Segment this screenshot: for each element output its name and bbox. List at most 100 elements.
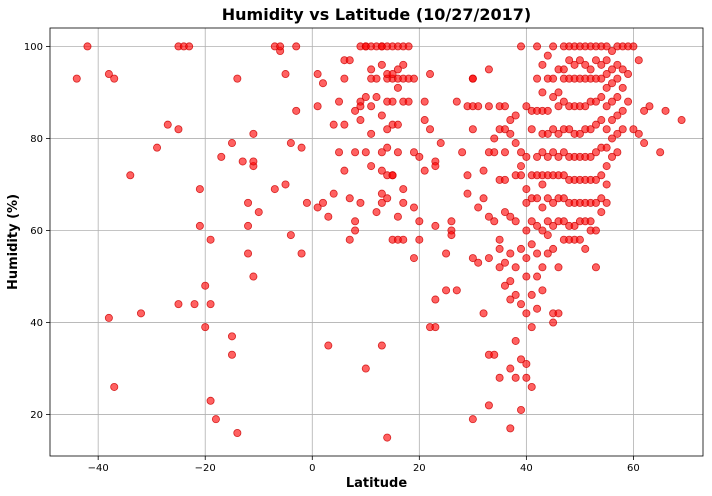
data-point — [538, 263, 547, 272]
data-point — [254, 208, 263, 217]
data-point — [468, 254, 477, 263]
data-point — [484, 102, 493, 111]
data-point — [351, 217, 360, 226]
data-point — [597, 171, 606, 180]
data-point — [393, 65, 402, 74]
data-point — [377, 60, 386, 69]
data-point — [602, 180, 611, 189]
data-point — [351, 148, 360, 157]
data-point — [543, 51, 552, 60]
x-axis-title: Latitude — [346, 476, 408, 491]
data-point — [409, 254, 418, 263]
data-point — [602, 162, 611, 171]
data-point — [351, 226, 360, 235]
data-point — [195, 185, 204, 194]
data-point — [554, 129, 563, 138]
data-point — [233, 428, 242, 437]
data-point — [608, 152, 617, 161]
y-tick-label: 80 — [30, 134, 43, 145]
data-point — [206, 300, 215, 309]
chart-title: Humidity vs Latitude (10/27/2017) — [222, 5, 531, 24]
data-point — [345, 194, 354, 203]
data-point — [565, 56, 574, 65]
data-point — [233, 74, 242, 83]
data-point — [543, 217, 552, 226]
data-point — [645, 102, 654, 111]
data-point — [565, 125, 574, 134]
data-point — [206, 235, 215, 244]
data-point — [602, 42, 611, 51]
data-point — [227, 350, 236, 359]
data-point — [613, 148, 622, 157]
data-point — [302, 198, 311, 207]
y-tick-label: 40 — [30, 318, 43, 329]
data-point — [500, 258, 509, 267]
data-point — [597, 116, 606, 125]
data-point — [104, 313, 113, 322]
data-point — [367, 65, 376, 74]
data-point — [677, 116, 686, 125]
data-point — [554, 263, 563, 272]
data-point — [506, 129, 515, 138]
data-point — [597, 60, 606, 69]
data-point — [479, 166, 488, 175]
data-point — [313, 203, 322, 212]
data-point — [104, 70, 113, 79]
data-point — [136, 309, 145, 318]
data-point — [409, 74, 418, 83]
data-point — [517, 148, 526, 157]
data-point — [409, 148, 418, 157]
data-point — [608, 65, 617, 74]
data-point — [377, 148, 386, 157]
data-point — [249, 272, 258, 281]
data-point — [490, 148, 499, 157]
data-point — [533, 194, 542, 203]
data-point — [538, 88, 547, 97]
data-point — [591, 97, 600, 106]
data-point — [613, 74, 622, 83]
data-point — [586, 125, 595, 134]
data-point — [533, 152, 542, 161]
data-point — [72, 74, 81, 83]
data-point — [500, 281, 509, 290]
data-point — [522, 185, 531, 194]
data-point — [591, 56, 600, 65]
data-point — [329, 189, 338, 198]
data-point — [190, 300, 199, 309]
data-point — [442, 286, 451, 295]
data-point — [345, 235, 354, 244]
data-point — [511, 336, 520, 345]
data-point — [415, 152, 424, 161]
data-point — [500, 148, 509, 157]
data-point — [656, 148, 665, 157]
data-point — [484, 212, 493, 221]
data-point — [538, 180, 547, 189]
data-point — [249, 129, 258, 138]
y-axis-title: Humidity (%) — [6, 194, 21, 290]
data-point — [195, 221, 204, 230]
data-point — [549, 74, 558, 83]
data-point — [629, 42, 638, 51]
data-point — [185, 42, 194, 51]
data-point — [500, 175, 509, 184]
data-point — [500, 208, 509, 217]
data-point — [538, 203, 547, 212]
data-point — [399, 198, 408, 207]
data-point — [543, 231, 552, 240]
data-point — [522, 198, 531, 207]
data-point — [484, 254, 493, 263]
data-points — [72, 42, 686, 442]
data-point — [426, 125, 435, 134]
data-point — [281, 180, 290, 189]
data-point — [517, 42, 526, 51]
data-point — [517, 405, 526, 414]
data-point — [506, 249, 515, 258]
grid-layer — [50, 28, 703, 456]
data-point — [591, 175, 600, 184]
data-point — [490, 350, 499, 359]
data-point — [383, 433, 392, 442]
data-point — [608, 79, 617, 88]
data-point — [500, 125, 509, 134]
data-point — [292, 42, 301, 51]
data-point — [554, 309, 563, 318]
